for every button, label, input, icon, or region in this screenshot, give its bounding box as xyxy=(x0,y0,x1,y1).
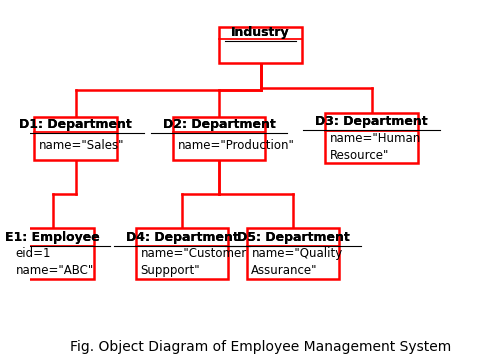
Text: D5: Department: D5: Department xyxy=(0,362,1,363)
Text: D3: Department: D3: Department xyxy=(0,362,1,363)
FancyBboxPatch shape xyxy=(219,26,302,63)
Text: eid=1
name="ABC": eid=1 name="ABC" xyxy=(16,247,94,277)
Text: D5: Department: D5: Department xyxy=(237,231,350,244)
Text: D4: Department: D4: Department xyxy=(126,231,239,244)
Text: name="Human
Resource": name="Human Resource" xyxy=(330,132,421,162)
Text: Industry: Industry xyxy=(0,362,1,363)
Text: D1: Department: D1: Department xyxy=(20,118,132,131)
Text: D3: Department: D3: Department xyxy=(0,362,1,363)
Text: Industry: Industry xyxy=(231,26,290,40)
Text: D4: Department: D4: Department xyxy=(0,362,1,363)
FancyBboxPatch shape xyxy=(173,117,265,160)
Text: D1: Department: D1: Department xyxy=(0,362,1,363)
Text: D1: Department: D1: Department xyxy=(0,362,1,363)
Text: D4: Department: D4: Department xyxy=(0,362,1,363)
Text: E1: Employee: E1: Employee xyxy=(5,231,100,244)
Text: D2: Department: D2: Department xyxy=(163,118,276,131)
Text: D1: Department: D1: Department xyxy=(20,118,132,131)
Text: D2: Department: D2: Department xyxy=(0,362,1,363)
Text: name="Quality
Assurance": name="Quality Assurance" xyxy=(251,247,343,277)
Text: E1: Employee: E1: Employee xyxy=(5,231,100,244)
FancyBboxPatch shape xyxy=(325,113,418,163)
Text: D4: Department: D4: Department xyxy=(126,231,239,244)
FancyBboxPatch shape xyxy=(35,117,117,160)
Text: D5: Department: D5: Department xyxy=(0,362,1,363)
Text: name="Production": name="Production" xyxy=(177,139,294,152)
Text: Fig. Object Diagram of Employee Management System: Fig. Object Diagram of Employee Manageme… xyxy=(70,340,451,354)
Text: D5: Department: D5: Department xyxy=(237,231,350,244)
FancyBboxPatch shape xyxy=(247,228,339,279)
Text: Industry: Industry xyxy=(0,362,1,363)
FancyBboxPatch shape xyxy=(136,228,228,279)
Text: E1: Employee: E1: Employee xyxy=(0,362,1,363)
Text: D2: Department: D2: Department xyxy=(163,118,276,131)
Text: D3: Department: D3: Department xyxy=(315,115,428,129)
FancyBboxPatch shape xyxy=(11,228,94,279)
Text: E1: Employee: E1: Employee xyxy=(0,362,1,363)
Text: name="Sales": name="Sales" xyxy=(39,139,124,152)
Text: Industry: Industry xyxy=(231,26,290,40)
Text: D2: Department: D2: Department xyxy=(0,362,1,363)
Text: name="Customer
Suppport": name="Customer Suppport" xyxy=(141,247,247,277)
Text: D3: Department: D3: Department xyxy=(315,115,428,129)
